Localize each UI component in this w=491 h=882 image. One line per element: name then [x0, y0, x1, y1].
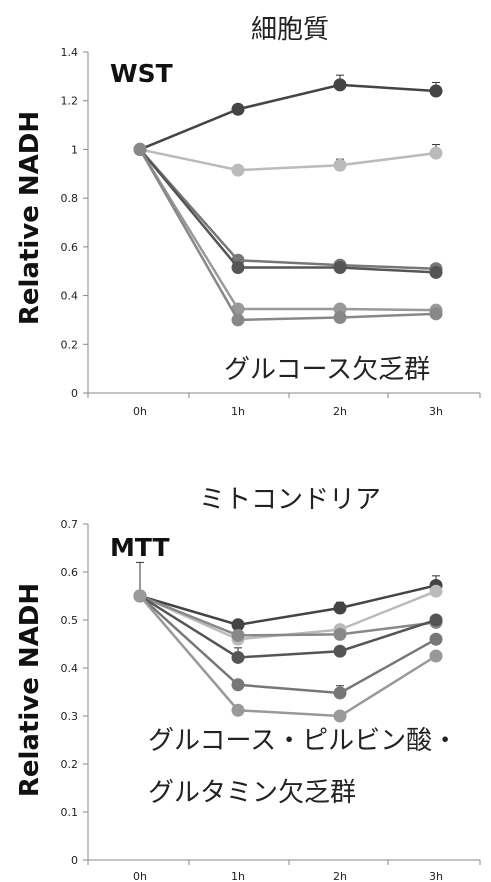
chart-title: 細胞質 — [251, 15, 329, 45]
data-point — [333, 158, 347, 172]
y-tick-label: 0.6 — [61, 566, 79, 579]
data-point — [333, 686, 347, 700]
series-line — [138, 148, 437, 312]
data-point — [231, 102, 245, 116]
annotation-line-2: グルタミン欠乏群 — [148, 778, 356, 808]
data-point — [231, 163, 245, 177]
series-line — [139, 594, 437, 659]
x-tick-label: 2h — [333, 870, 347, 882]
series-line — [139, 594, 437, 637]
annotation-line-1: グルコース・ピルビン酸・ — [148, 726, 458, 756]
y-tick-label: 0.6 — [61, 241, 79, 254]
chart-mitochondria: ミトコンドリア MTT Relative NADH グルコース・ピルビン酸・ グ… — [15, 485, 481, 882]
data-point — [231, 650, 245, 664]
data-point — [133, 142, 147, 156]
data-point — [333, 310, 347, 324]
data-point — [333, 644, 347, 658]
x-tick-label: 3h — [429, 405, 443, 418]
x-tick-label: 2h — [333, 405, 347, 418]
chart-title: ミトコンドリア — [199, 485, 381, 515]
series-line — [139, 595, 437, 695]
series-line — [139, 148, 437, 172]
y-tick-label: 0.4 — [61, 290, 79, 303]
series-line — [139, 590, 437, 641]
y-tick-label: 1.2 — [61, 95, 79, 108]
data-point — [333, 78, 347, 92]
y-tick-label: 0.4 — [61, 662, 79, 675]
y-tick-label: 0.2 — [61, 758, 79, 771]
panel-label: WST — [110, 59, 173, 88]
y-tick-label: 0.8 — [61, 192, 79, 205]
y-axis-label: Relative NADH — [15, 583, 45, 797]
annotation: グルコース欠乏群 — [224, 355, 430, 385]
series-line — [138, 148, 437, 322]
y-tick-label: 0.1 — [61, 806, 79, 819]
data-point — [429, 265, 443, 279]
series-line — [139, 148, 437, 271]
data-point — [429, 146, 443, 160]
data-point — [333, 627, 347, 641]
y-tick-label: 0.2 — [61, 338, 79, 351]
y-tick-label: 0.5 — [61, 614, 79, 627]
data-point — [429, 84, 443, 98]
data-point — [231, 261, 245, 275]
data-point — [333, 261, 347, 275]
data-point — [133, 589, 147, 603]
series-line — [139, 584, 437, 627]
x-tick-label: 1h — [231, 405, 245, 418]
data-point — [231, 703, 245, 717]
data-point — [231, 618, 245, 632]
data-point — [333, 601, 347, 615]
y-tick-label: 0.7 — [61, 518, 79, 531]
x-tick-label: 3h — [429, 870, 443, 882]
y-tick-label: 1.4 — [61, 46, 79, 59]
x-tick-label: 0h — [133, 405, 147, 418]
y-tick-label: 0.3 — [61, 710, 79, 723]
x-tick-label: 0h — [133, 870, 147, 882]
data-point — [231, 628, 245, 642]
data-point — [429, 632, 443, 646]
y-tick-label: 0 — [71, 387, 78, 400]
series-line — [139, 83, 437, 151]
data-point — [231, 678, 245, 692]
data-point — [429, 584, 443, 598]
data-point — [429, 613, 443, 627]
panel-label: MTT — [110, 533, 170, 562]
data-point — [231, 313, 245, 327]
y-axis-label: Relative NADH — [15, 111, 45, 325]
x-tick-label: 1h — [231, 870, 245, 882]
chart-cytoplasm: 細胞質 WST Relative NADH グルコース欠乏群 0 0.2 0.4 0.… — [15, 15, 481, 418]
y-tick-label: 1 — [71, 143, 78, 156]
y-tick-label: 0 — [71, 854, 78, 867]
series-line — [139, 595, 437, 718]
series-line — [139, 148, 437, 274]
data-point — [429, 307, 443, 321]
data-point — [429, 649, 443, 663]
data-point — [333, 709, 347, 723]
